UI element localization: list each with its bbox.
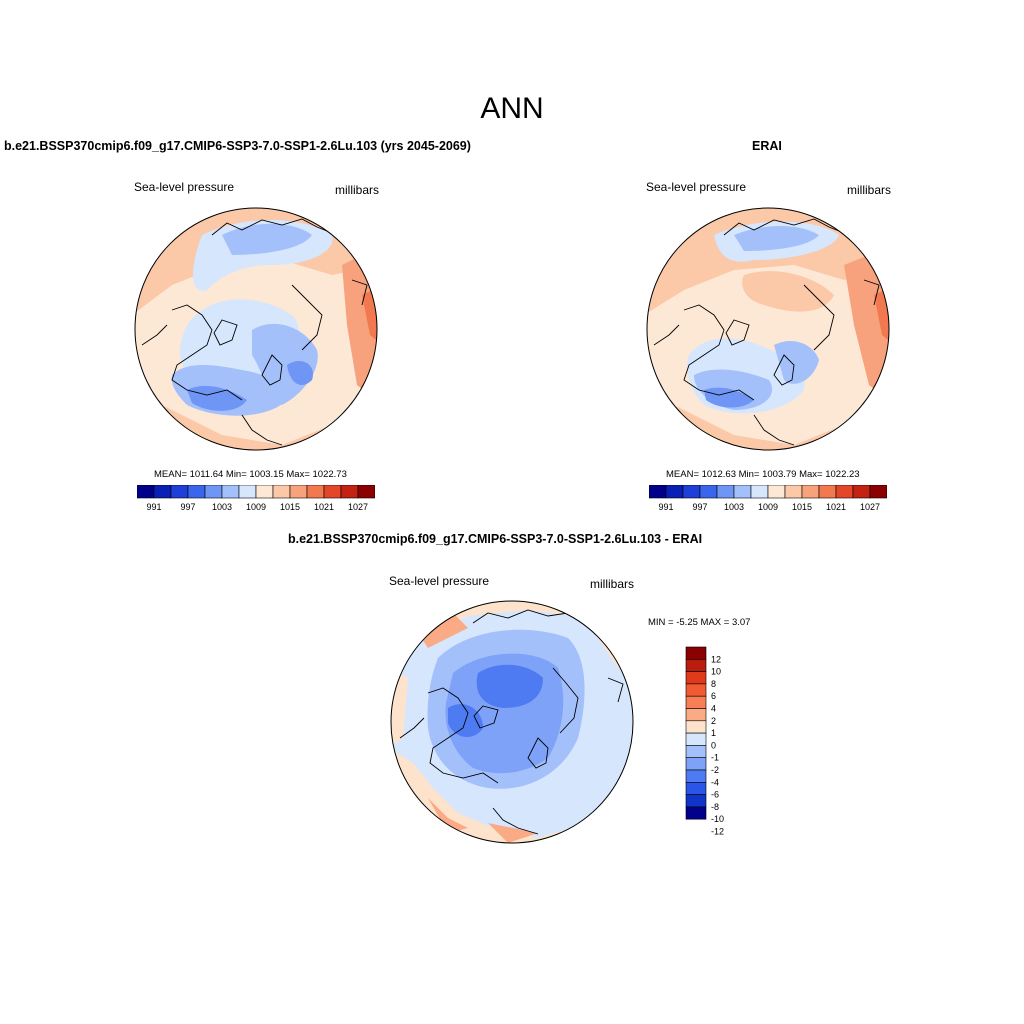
model-polar-map xyxy=(134,207,378,451)
obs-colorbar-swatch xyxy=(699,485,718,499)
diff-colorbar-tick-label: -2 xyxy=(711,765,719,775)
diff-colorbar-swatch xyxy=(685,695,707,709)
diff-colorbar-tick-label: 1 xyxy=(711,728,716,738)
diff-colorbar-tick-label: 0 xyxy=(711,740,716,750)
diff-colorbar-tick-label: 4 xyxy=(711,704,716,714)
model-stats: MEAN= 1011.64 Min= 1003.15 Max= 1022.73 xyxy=(154,469,347,480)
obs-colorbar-swatch xyxy=(682,485,701,499)
diff-polar-map xyxy=(390,600,634,844)
diff-units-label: millibars xyxy=(590,577,635,591)
obs-panel-title: ERAI xyxy=(752,139,782,153)
model-panel-title: b.e21.BSSP370cmip6.f09_g17.CMIP6-SSP3-7.… xyxy=(4,139,471,153)
obs-colorbar-tick-label: 997 xyxy=(692,502,707,512)
obs-colorbar: 991997100310091015102110271033 xyxy=(649,485,887,512)
model-colorbar-swatch xyxy=(153,485,172,499)
obs-colorbar-swatch xyxy=(852,485,871,499)
model-variable-label: Sea-level pressure xyxy=(134,180,235,194)
obs-colorbar-swatch xyxy=(835,485,854,499)
obs-colorbar-swatch xyxy=(750,485,769,499)
obs-variable-label: Sea-level pressure xyxy=(646,180,747,194)
obs-colorbar-swatch xyxy=(784,485,803,499)
diff-colorbar-tick-label: 12 xyxy=(711,654,721,664)
obs-colorbar-swatch xyxy=(818,485,837,499)
diff-colorbar-swatch xyxy=(685,683,707,697)
obs-units-label: millibars xyxy=(847,183,892,197)
model-colorbar-swatch xyxy=(221,485,240,499)
obs-colorbar-swatch xyxy=(649,485,667,499)
diff-colorbar-swatch xyxy=(685,732,707,746)
diff-colorbar-tick-label: -4 xyxy=(711,777,719,787)
model-colorbar-tick-label: 1003 xyxy=(212,502,232,512)
diff-stats: MIN = -5.25 MAX = 3.07 xyxy=(648,617,751,628)
model-colorbar-tick-label: 1009 xyxy=(246,502,266,512)
obs-colorbar-tick-label: 1027 xyxy=(860,502,880,512)
model-colorbar-swatch xyxy=(255,485,274,499)
diff-colorbar-tick-label: -10 xyxy=(711,814,724,824)
obs-polar-map xyxy=(646,207,890,451)
obs-colorbar-swatch xyxy=(716,485,735,499)
diff-panel-title: b.e21.BSSP370cmip6.f09_g17.CMIP6-SSP3-7.… xyxy=(288,532,703,546)
diff-colorbar-tick-label: 2 xyxy=(711,716,716,726)
diff-colorbar-swatch xyxy=(685,671,707,685)
obs-colorbar-tick-label: 1003 xyxy=(724,502,744,512)
obs-colorbar-swatch xyxy=(767,485,786,499)
diff-colorbar-swatch xyxy=(685,806,707,820)
diff-colorbar-swatch xyxy=(685,646,707,660)
model-colorbar-swatch xyxy=(323,485,342,499)
model-colorbar-swatch xyxy=(204,485,223,499)
model-colorbar-tick-label: 1021 xyxy=(314,502,334,512)
model-colorbar-tick-label: 991 xyxy=(146,502,161,512)
diff-colorbar-tick-label: 8 xyxy=(711,679,716,689)
model-colorbar-tick-label: 1015 xyxy=(280,502,300,512)
diff-colorbar-tick-label: -8 xyxy=(711,802,719,812)
diff-colorbar-swatch xyxy=(685,745,707,759)
diff-colorbar-swatch xyxy=(685,769,707,783)
obs-colorbar-tick-label: 1009 xyxy=(758,502,778,512)
diff-colorbar-tick-label: -6 xyxy=(711,790,719,800)
diff-colorbar-swatch xyxy=(685,757,707,771)
page-title: ANN xyxy=(480,92,544,125)
model-colorbar-swatch xyxy=(357,485,375,499)
model-colorbar-swatch xyxy=(289,485,308,499)
obs-colorbar-swatch xyxy=(869,485,887,499)
model-colorbar-swatch xyxy=(187,485,206,499)
diff-colorbar-tick-label: 10 xyxy=(711,667,721,677)
model-colorbar-swatch xyxy=(137,485,155,499)
model-colorbar-swatch xyxy=(170,485,189,499)
model-colorbar-swatch xyxy=(238,485,257,499)
diff-colorbar-swatch xyxy=(685,782,707,795)
obs-colorbar-tick-label: 991 xyxy=(658,502,673,512)
obs-stats: MEAN= 1012.63 Min= 1003.79 Max= 1022.23 xyxy=(666,469,860,480)
diff-colorbar-tick-label: -1 xyxy=(711,753,719,763)
model-units-label: millibars xyxy=(335,183,380,197)
obs-colorbar-swatch xyxy=(801,485,820,499)
model-colorbar-swatch xyxy=(272,485,291,499)
diff-colorbar-swatch xyxy=(685,659,707,672)
obs-colorbar-tick-label: 1021 xyxy=(826,502,846,512)
diff-colorbar-swatch xyxy=(685,708,707,722)
model-colorbar-tick-label: 997 xyxy=(180,502,195,512)
model-colorbar-swatch xyxy=(340,485,359,499)
obs-colorbar-swatch xyxy=(665,485,684,499)
diff-variable-label: Sea-level pressure xyxy=(389,574,490,588)
obs-colorbar-swatch xyxy=(733,485,752,499)
diff-colorbar-tick-label: -12 xyxy=(711,827,724,837)
model-colorbar-swatch xyxy=(306,485,325,499)
diff-colorbar-swatch xyxy=(685,720,707,734)
model-colorbar: 991997100310091015102110271033 xyxy=(137,485,375,512)
diff-colorbar-swatch xyxy=(685,794,707,808)
model-colorbar-tick-label: 1027 xyxy=(348,502,368,512)
obs-colorbar-tick-label: 1015 xyxy=(792,502,812,512)
diff-colorbar-tick-label: 6 xyxy=(711,691,716,701)
